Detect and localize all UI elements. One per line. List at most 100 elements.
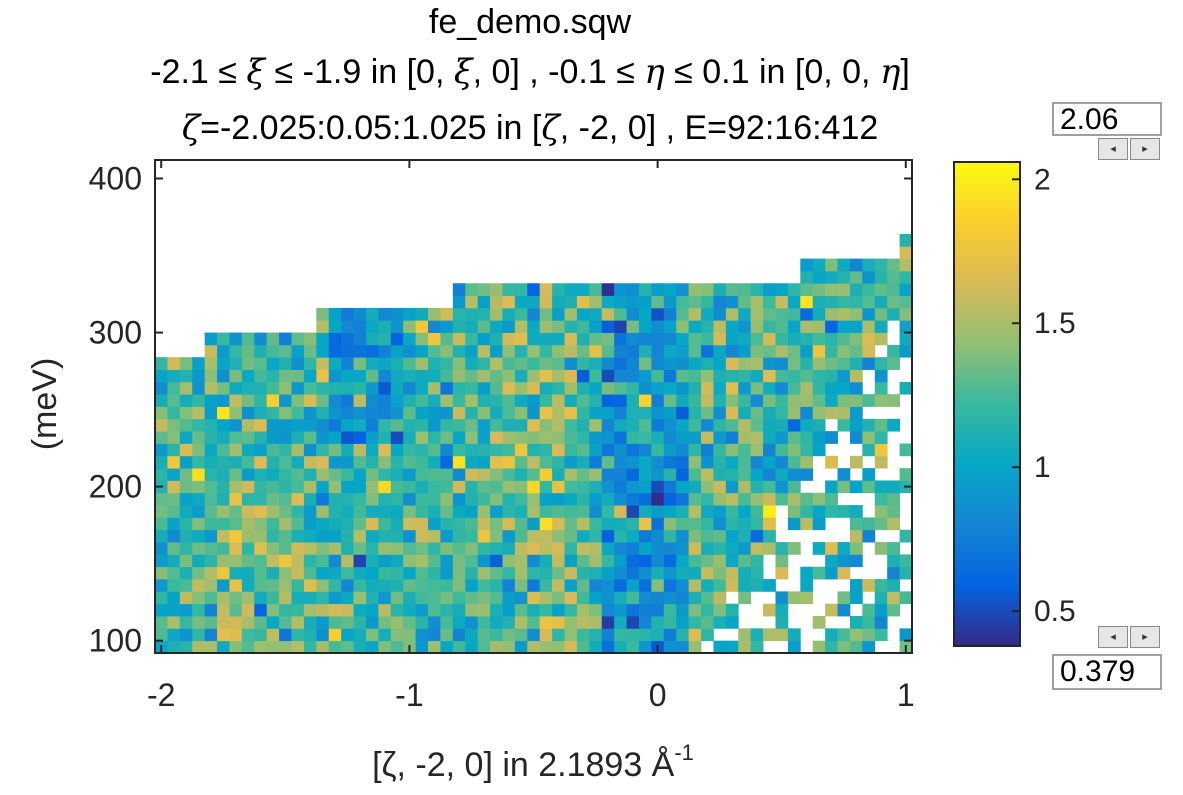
heatmap-cell: [192, 418, 206, 432]
heatmap-cell: [713, 369, 727, 383]
clim-max-stepper[interactable]: ◂ ▸: [1098, 138, 1160, 160]
heatmap-cell: [316, 480, 330, 494]
heatmap-cell: [614, 579, 627, 592]
heatmap-cell: [626, 455, 640, 469]
heatmap-cell: [626, 616, 640, 629]
heatmap-cell: [428, 517, 441, 531]
heatmap-cell: [849, 406, 863, 420]
heatmap-cell: [787, 406, 801, 420]
heatmap-cell: [155, 381, 168, 395]
heatmap-cell: [887, 505, 900, 518]
heatmap-cell: [303, 579, 317, 592]
heatmap-cell: [328, 616, 342, 629]
heatmap-cell: [155, 369, 168, 383]
heatmap-cell: [663, 640, 677, 654]
heatmap-cell: [750, 579, 764, 592]
heatmap-cell: [428, 579, 441, 592]
heatmap-cell: [663, 468, 677, 481]
heatmap-cell: [179, 640, 193, 654]
heatmap-cell: [502, 344, 516, 358]
heatmap-cell: [725, 579, 739, 592]
heatmap-cell: [663, 344, 677, 358]
heatmap-cell: [849, 529, 863, 543]
heatmap-cell: [217, 344, 230, 358]
heatmap-cell: [775, 443, 789, 457]
heatmap-cell: [638, 579, 652, 592]
heatmap-cell: [167, 480, 181, 494]
heatmap-cell: [303, 332, 317, 346]
heatmap-cell: [266, 406, 280, 420]
heatmap-cell: [763, 394, 776, 407]
heatmap-cell: [763, 381, 776, 395]
heatmap-cell: [837, 344, 851, 358]
heatmap-cell: [341, 394, 354, 407]
heatmap-cell: [465, 320, 479, 333]
heatmap-cell: [452, 505, 466, 518]
heatmap-cell: [440, 640, 454, 654]
heatmap-cell: [725, 468, 739, 481]
heatmap-cell: [477, 628, 491, 642]
heatmap-cell: [738, 628, 752, 642]
heatmap-cell: [229, 628, 243, 642]
heatmap-cell: [527, 381, 541, 395]
heatmap-cell: [279, 603, 292, 617]
heatmap-cell: [229, 369, 243, 383]
heatmap-cell: [713, 616, 727, 629]
increment-arrow-icon[interactable]: ▸: [1130, 626, 1160, 648]
heatmap-cell: [763, 529, 776, 543]
heatmap-cell: [465, 468, 479, 481]
heatmap-cell: [502, 357, 516, 370]
heatmap-cell: [800, 357, 814, 370]
heatmap-cell: [465, 529, 479, 543]
clim-max-field[interactable]: 2.06: [1052, 102, 1162, 136]
heatmap-cell: [328, 332, 342, 346]
heatmap-cell: [527, 505, 541, 518]
heatmap-cell: [750, 344, 764, 358]
heatmap-cell: [564, 381, 578, 395]
heatmap-cell: [601, 480, 615, 494]
heatmap-cell: [713, 640, 727, 654]
increment-arrow-icon[interactable]: ▸: [1130, 138, 1160, 160]
heatmap-cell: [502, 603, 516, 617]
heatmap-cell: [775, 603, 789, 617]
heatmap-cell: [403, 332, 417, 346]
heatmap-cell: [266, 344, 280, 358]
heatmap-cell: [390, 566, 404, 580]
heatmap-cell: [254, 554, 268, 568]
heatmap-cell: [254, 418, 268, 432]
heatmap-cell: [241, 332, 255, 346]
heatmap-cell: [428, 554, 441, 568]
heatmap-cell: [601, 344, 615, 358]
heatmap-cell: [353, 307, 367, 321]
heatmap-cell: [254, 381, 268, 395]
heatmap-cell: [849, 418, 863, 432]
heatmap-cell: [192, 394, 206, 407]
heatmap-cell: [539, 295, 553, 309]
heatmap-cell: [167, 616, 181, 629]
heatmap-cell: [390, 505, 404, 518]
heatmap-cell: [775, 616, 789, 629]
heatmap-cell: [539, 566, 553, 580]
heatmap-cell: [341, 603, 354, 617]
heatmap-cell: [365, 542, 379, 555]
heatmap-cell: [601, 492, 615, 506]
heatmap-cell: [415, 640, 429, 654]
heatmap-cell: [403, 381, 417, 395]
decrement-arrow-icon[interactable]: ◂: [1098, 626, 1128, 648]
heatmap-cell: [775, 566, 789, 580]
clim-min-stepper[interactable]: ◂ ▸: [1098, 626, 1160, 648]
decrement-arrow-icon[interactable]: ◂: [1098, 138, 1128, 160]
heatmap-cell: [676, 406, 690, 420]
heatmap-cell: [378, 628, 392, 642]
heatmap-cell: [775, 357, 789, 370]
heatmap-cell: [514, 357, 528, 370]
heatmap-cell: [502, 505, 516, 518]
heatmap-cell: [589, 591, 603, 605]
heatmap-cell: [825, 480, 838, 494]
heatmap-cell: [638, 431, 652, 444]
heatmap-cell: [192, 554, 206, 568]
heatmap-cell: [452, 431, 466, 444]
clim-min-field[interactable]: 0.379: [1052, 654, 1162, 690]
heatmap-cell: [601, 616, 615, 629]
heatmap-cell: [353, 505, 367, 518]
